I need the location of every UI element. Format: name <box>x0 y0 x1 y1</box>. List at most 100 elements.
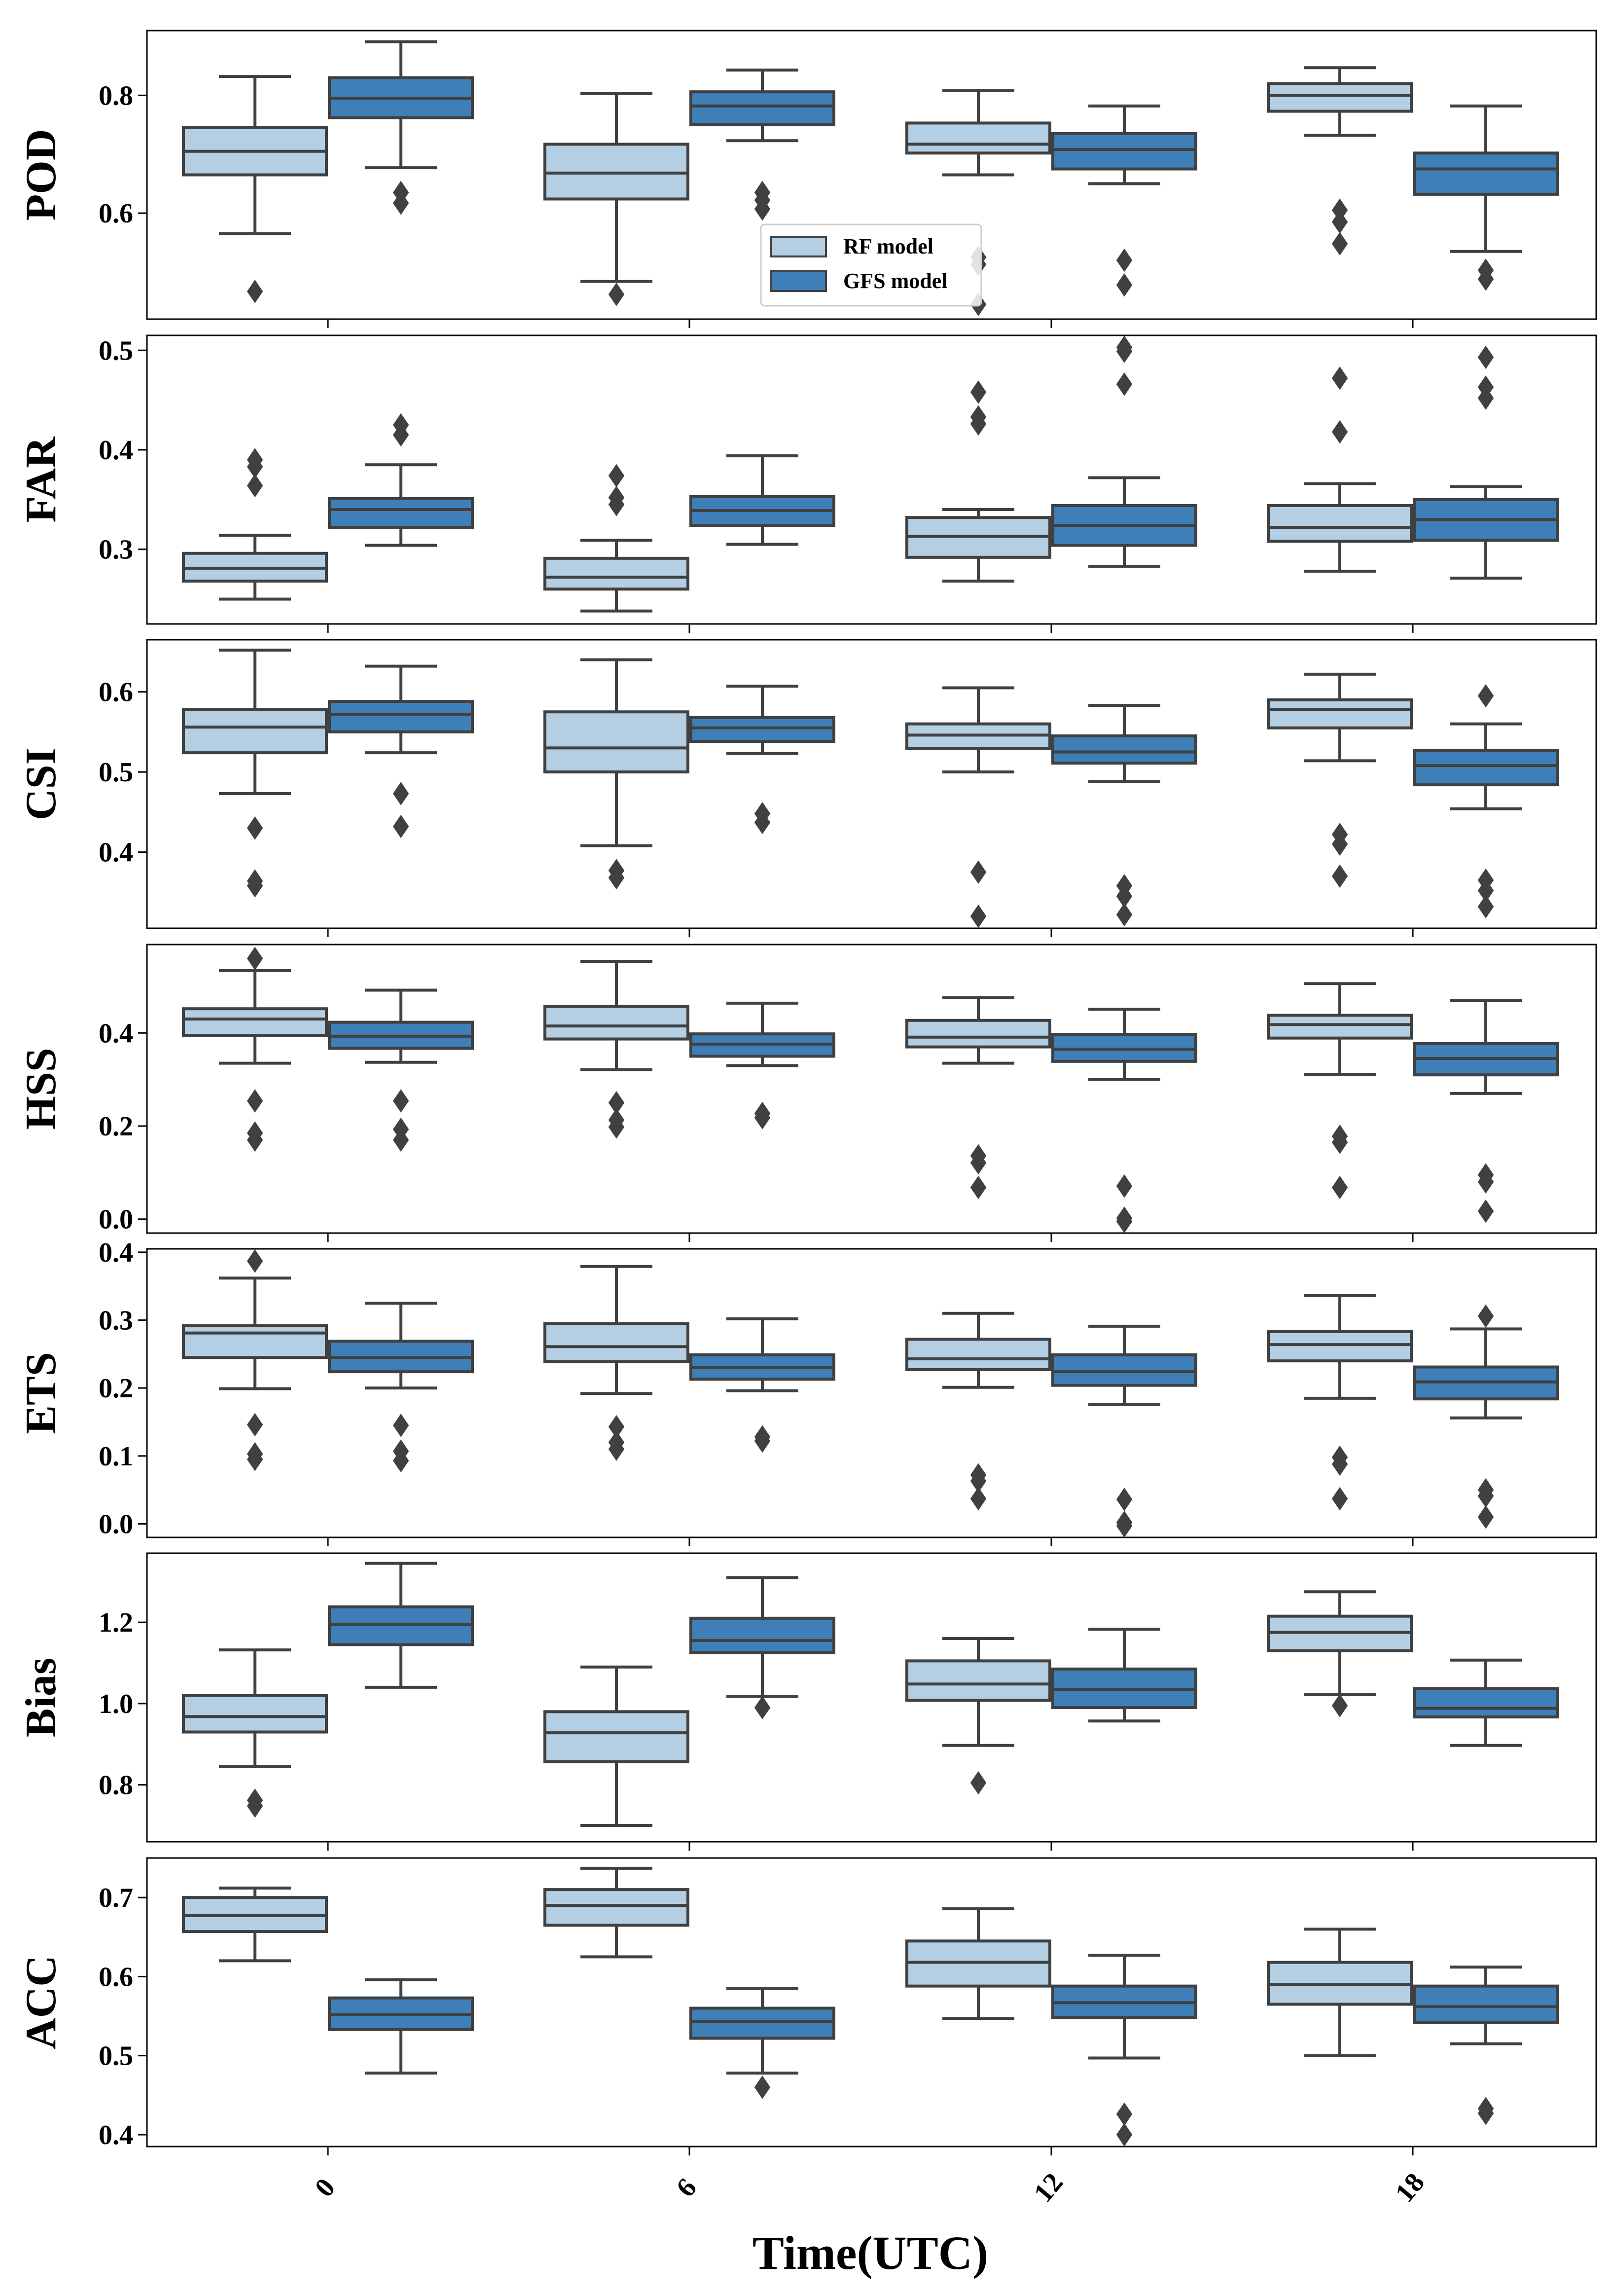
y-tick-label: 0.6 <box>99 677 133 708</box>
outlier-point <box>608 283 625 306</box>
outlier-point <box>608 1115 625 1139</box>
box-gfs-model-0 <box>328 40 474 215</box>
box-body <box>1051 132 1197 171</box>
y-tick-label: 0.4 <box>99 1238 133 1268</box>
outlier-point <box>1116 1488 1133 1511</box>
box-rf-model-12 <box>905 380 1051 583</box>
box-body <box>182 1694 328 1734</box>
box-body <box>543 1005 689 1041</box>
box-gfs-model-6 <box>689 1001 835 1130</box>
box-body <box>689 90 835 127</box>
box-body <box>328 700 474 733</box>
outlier-point <box>1477 2101 1494 2125</box>
y-tick-label: 0.2 <box>99 1111 133 1142</box>
axes-frame <box>146 944 1597 1234</box>
box-gfs-model-12 <box>1051 1008 1197 1234</box>
outlier-point <box>247 816 263 840</box>
box-gfs-model-12 <box>1051 335 1197 568</box>
outlier-point <box>1331 1175 1348 1200</box>
outlier-point <box>247 280 263 303</box>
y-axis-label: POD <box>17 129 65 221</box>
outlier-point <box>1477 1304 1494 1328</box>
outlier-point <box>970 904 987 928</box>
box-rf-model-18 <box>1267 982 1413 1200</box>
outlier-point <box>1331 1452 1348 1476</box>
outlier-point <box>608 1437 625 1461</box>
box-rf-model-12 <box>905 996 1051 1200</box>
outlier-point <box>1331 1694 1348 1717</box>
y-axis-label: ACC <box>17 1955 65 2049</box>
box-body <box>1051 734 1197 765</box>
box-gfs-model-18 <box>1413 345 1559 580</box>
box-gfs-model-6 <box>689 1317 835 1453</box>
box-rf-model-18 <box>1267 1928 1413 2057</box>
panel-acc: 0.4 0.5 0.6 0.7 ACC <box>17 1857 1597 2155</box>
box-body <box>1267 504 1413 543</box>
box-rf-model-18 <box>1267 672 1413 888</box>
y-tick-label: 0.5 <box>99 757 133 788</box>
box-body <box>1413 1687 1559 1719</box>
box-gfs-model-18 <box>1413 999 1559 1223</box>
panel-ets: 0.0 0.1 0.2 0.3 0.4 ETS <box>17 1238 1597 1546</box>
box-gfs-model-0 <box>328 1562 474 1689</box>
x-tick-label: 12 <box>1028 2167 1069 2208</box>
axes-frame <box>146 1857 1597 2148</box>
panel-far: 0.3 0.4 0.5 FAR <box>17 334 1597 633</box>
panel-pod: 0.6 0.8 POD <box>17 30 1597 328</box>
box-gfs-model-6 <box>689 685 835 835</box>
box-gfs-model-0 <box>328 1978 474 2075</box>
box-rf-model-6 <box>543 1866 689 1959</box>
y-tick-label: 0.4 <box>99 435 133 466</box>
outlier-point <box>1477 1199 1494 1223</box>
outlier-point <box>247 1413 263 1437</box>
y-tick-label: 0.3 <box>99 535 133 565</box>
box-rf-model-0 <box>182 649 328 898</box>
outlier-point <box>1116 1514 1133 1538</box>
box-gfs-model-6 <box>689 1576 835 1719</box>
outlier-point <box>247 1794 263 1818</box>
y-tick-label: 0.3 <box>99 1306 133 1336</box>
outlier-point <box>1331 1487 1348 1511</box>
outlier-point <box>393 1449 409 1473</box>
y-axis-label: CSI <box>17 748 65 820</box>
outlier-point <box>970 380 987 404</box>
outlier-point <box>1116 1209 1133 1234</box>
outlier-point <box>1477 345 1494 369</box>
outlier-point <box>1116 903 1133 927</box>
box-body <box>543 1888 689 1927</box>
box-rf-model-6 <box>543 1265 689 1461</box>
outlier-point <box>1477 895 1494 918</box>
box-gfs-model-6 <box>689 454 835 546</box>
y-tick-label: 0.7 <box>99 1883 133 1913</box>
box-body <box>1413 1984 1559 2024</box>
box-body <box>543 1710 689 1763</box>
axes-frame <box>146 1248 1597 1538</box>
outlier-point <box>1477 1505 1494 1529</box>
box-gfs-model-0 <box>328 1302 474 1473</box>
box-rf-model-12 <box>905 686 1051 928</box>
box-gfs-model-18 <box>1413 1658 1559 1747</box>
outlier-point <box>1116 1174 1133 1198</box>
box-gfs-model-18 <box>1413 104 1559 291</box>
y-axis-label: HSS <box>17 1048 65 1130</box>
box-rf-model-0 <box>182 448 328 601</box>
box-body <box>689 716 835 743</box>
legend-swatch-gfs-model <box>770 270 827 292</box>
legend: RF model GFS model <box>760 223 982 307</box>
y-tick-label: 1.2 <box>99 1607 133 1638</box>
box-gfs-model-0 <box>328 413 474 547</box>
outlier-point <box>393 191 409 215</box>
outlier-point <box>1116 248 1133 272</box>
box-gfs-model-12 <box>1051 1628 1197 1723</box>
legend-label-gfs-model: GFS model <box>843 269 947 293</box>
axes-frame <box>146 334 1597 625</box>
box-body <box>543 1322 689 1363</box>
outlier-point <box>608 866 625 890</box>
box-rf-model-0 <box>182 947 328 1152</box>
y-tick-label: 0.5 <box>99 2041 133 2072</box>
outlier-point <box>754 1429 771 1453</box>
box-body <box>1413 151 1559 196</box>
legend-swatch-rf-model <box>770 236 827 257</box>
box-gfs-model-18 <box>1413 684 1559 918</box>
